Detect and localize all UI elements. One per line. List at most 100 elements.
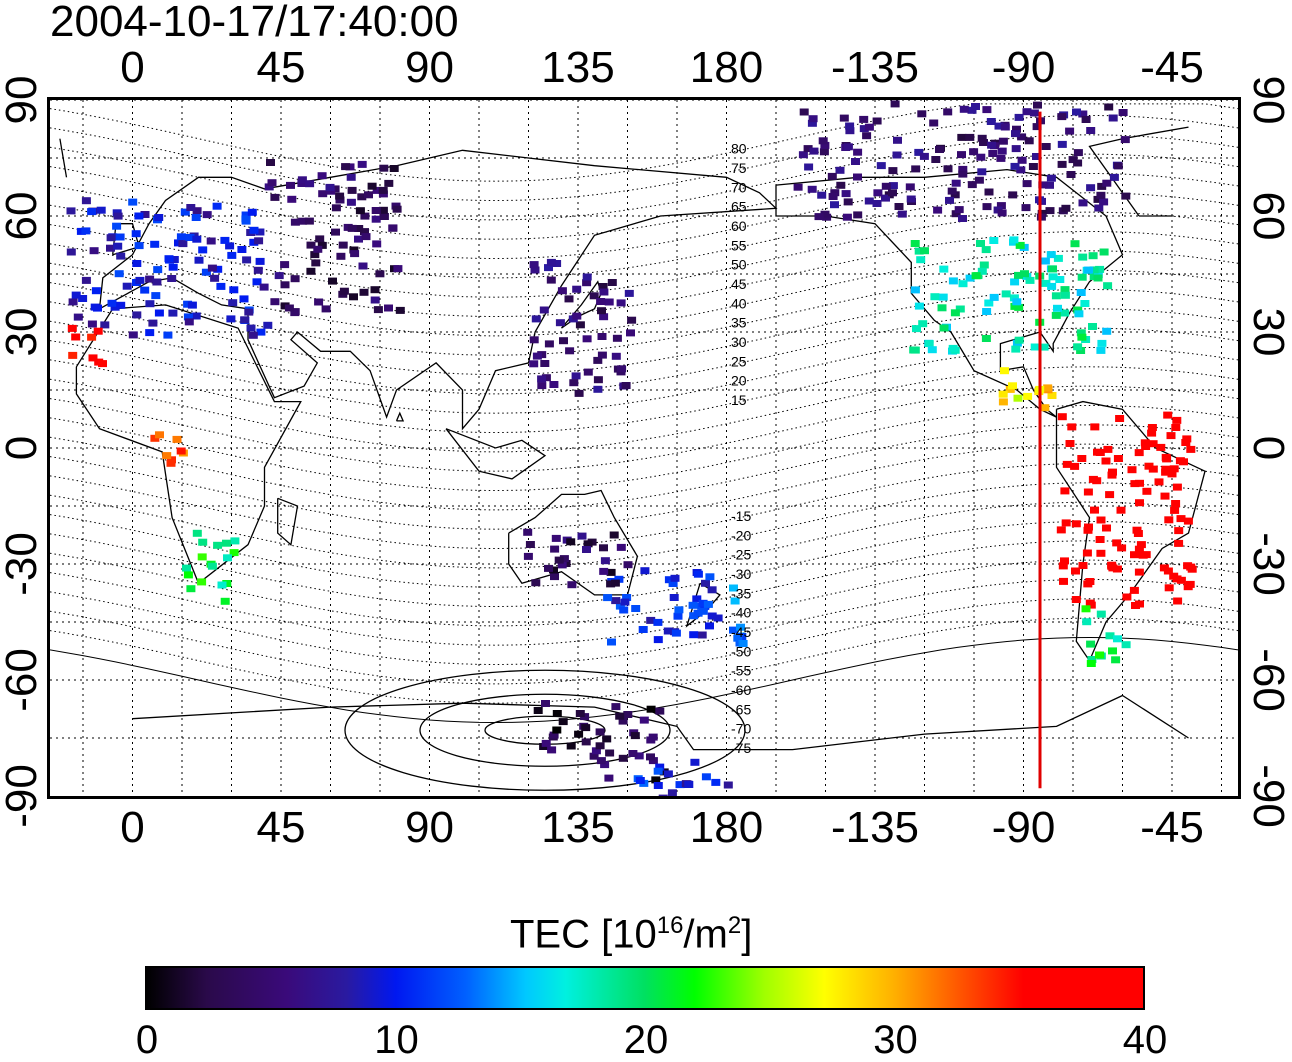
tec-cell: [808, 115, 818, 123]
tec-cell: [557, 287, 567, 295]
tec-cell: [1135, 499, 1144, 507]
tec-cell: [1174, 539, 1184, 547]
tec-cell: [976, 240, 985, 247]
tec-cell: [582, 273, 592, 281]
tec-cell: [73, 313, 83, 321]
tec-cell: [116, 301, 126, 309]
tec-cell: [1011, 145, 1021, 153]
tec-cell: [197, 578, 207, 586]
tec-cell: [593, 376, 603, 384]
tec-cell: [1183, 562, 1193, 570]
coastline: [395, 411, 405, 422]
lon-tick-bottom: -135: [830, 803, 920, 852]
tec-cell: [597, 333, 607, 340]
tec-cell: [589, 292, 599, 300]
tec-cell: [998, 398, 1008, 406]
tec-cell: [145, 300, 155, 308]
tec-cell: [1147, 429, 1157, 437]
tec-cell: [905, 183, 915, 191]
tec-cell: [1000, 123, 1010, 131]
lat-tick-right: -60: [1244, 648, 1292, 712]
tec-cell: [581, 738, 591, 746]
tec-cell: [935, 146, 944, 153]
tec-cell: [1056, 526, 1066, 534]
tec-cell: [361, 233, 371, 241]
tec-cell: [81, 227, 91, 235]
tec-cell: [906, 195, 916, 203]
tec-cell: [1171, 424, 1181, 431]
contour-label: -45: [731, 624, 751, 640]
lat-tick-left: -60: [0, 648, 46, 712]
tec-cell: [529, 336, 539, 344]
tec-cell: [996, 154, 1006, 162]
tec-cell: [529, 261, 539, 269]
tec-cell: [1127, 466, 1137, 474]
lat-tick-left: 0: [0, 435, 46, 461]
tec-cell: [655, 763, 665, 771]
tec-cell: [284, 304, 294, 312]
tec-cell: [998, 137, 1008, 145]
tec-cell: [595, 728, 605, 736]
tec-cell: [646, 705, 656, 713]
tec-cell: [892, 151, 902, 159]
tec-cell: [916, 256, 926, 264]
tec-cell: [1057, 160, 1067, 168]
contour-labels: 80 75 70 65 60 55 50 45 40 35 30 25 20 15 -15 -20 -25 -30…: [731, 141, 751, 756]
tec-cell: [150, 434, 160, 442]
tec-cell: [537, 382, 547, 390]
tec-cell: [384, 304, 393, 312]
tec-cell: [859, 125, 869, 133]
tec-cell: [807, 119, 817, 127]
tec-cell: [360, 228, 369, 236]
tec-cell: [384, 179, 394, 187]
tec-cell: [977, 267, 987, 275]
tec-cell: [597, 307, 606, 315]
tec-cell: [950, 309, 960, 317]
tec-cell: [145, 329, 155, 337]
tec-cell: [793, 183, 803, 191]
tec-cell: [1066, 171, 1076, 178]
tec-cell: [1097, 182, 1107, 190]
colorbar: [145, 966, 1145, 1010]
lat-tick-right: 30: [1244, 307, 1292, 357]
tec-cell: [290, 218, 300, 226]
tec-cell: [1005, 385, 1015, 393]
tec-cell: [547, 746, 557, 754]
tec-cell: [729, 584, 738, 592]
tec-cell: [971, 272, 981, 280]
tec-cell: [873, 189, 883, 197]
tec-cell: [738, 640, 748, 647]
tec-cell: [876, 162, 886, 170]
tec-cell: [305, 180, 315, 188]
lon-tick-bottom: 180: [689, 803, 764, 852]
tec-cell: [599, 288, 609, 296]
tec-cell: [244, 308, 254, 316]
tec-cell: [628, 750, 638, 757]
tec-cell: [698, 607, 708, 615]
tec-cell: [239, 295, 249, 303]
tec-cell: [1169, 465, 1179, 473]
tec-cell: [132, 311, 142, 319]
tec-cell: [525, 541, 535, 548]
tec-cell: [183, 300, 193, 308]
tec-cell: [339, 287, 349, 295]
lat-tick-left: 90: [0, 75, 46, 125]
lat-tick-left: 30: [0, 307, 46, 357]
tec-cell: [186, 585, 196, 593]
tec-cell: [552, 710, 562, 717]
tec-cell: [1067, 423, 1077, 431]
tec-cell: [1147, 424, 1157, 431]
contour-label: 15: [731, 392, 747, 408]
tec-cell: [558, 718, 568, 726]
tec-cell: [814, 213, 824, 221]
tec-cell: [920, 247, 929, 255]
tec-cell: [1014, 113, 1024, 121]
tec-cell: [544, 564, 553, 572]
lat-tick-right: 60: [1244, 191, 1292, 241]
tec-cell: [581, 724, 591, 732]
tec-cell: [640, 567, 650, 575]
tec-cell: [128, 331, 138, 339]
tec-cell: [989, 293, 999, 301]
tec-cell: [1060, 309, 1070, 317]
tec-cell: [1108, 647, 1117, 655]
